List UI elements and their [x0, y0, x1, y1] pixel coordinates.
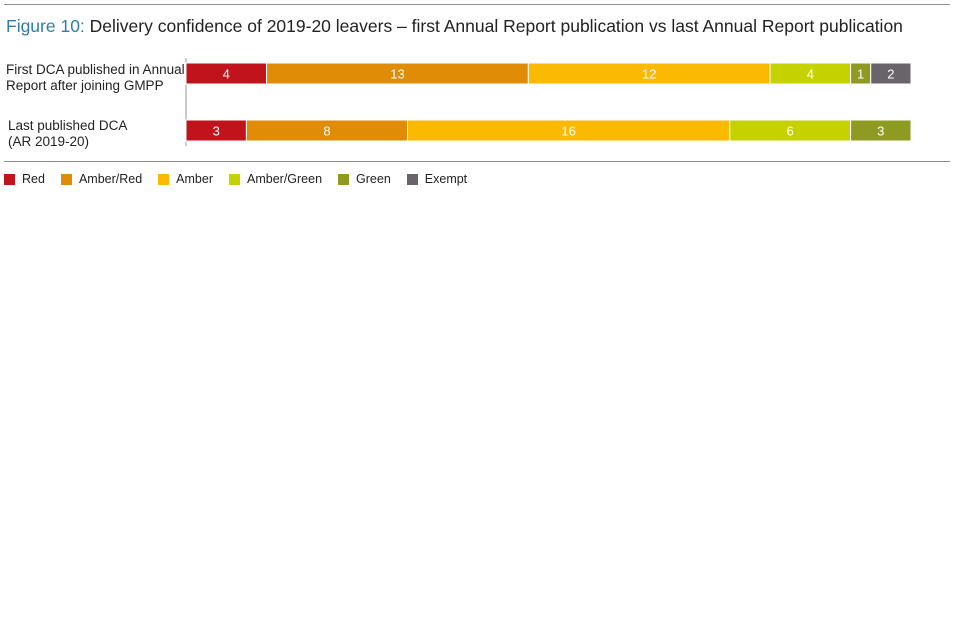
legend-item-amber-red: Amber/Red: [60, 172, 143, 186]
data-label-amber-red-row-2: 8: [323, 124, 330, 139]
top-rule: [4, 4, 950, 5]
legend-swatch-red: [4, 173, 15, 185]
data-label-amber-row-2: 16: [561, 124, 575, 139]
legend-item-green: Green: [338, 172, 391, 186]
row-label-last-line-2: (AR 2019-20): [8, 134, 90, 149]
legend-item-amber-green: Amber/Green: [229, 172, 322, 186]
figure-number: Figure 10:: [6, 16, 85, 36]
title-text: Delivery confidence of 2019-20 leavers –…: [84, 16, 903, 36]
chart-title: Figure 10: Delivery confidence of 2019-2…: [6, 16, 903, 37]
data-label-green-row-2: 3: [877, 124, 884, 139]
data-label-amber-green-row-1: 4: [807, 67, 814, 82]
legend-swatch-amber-red: [60, 173, 72, 185]
legend-swatch-amber: [158, 173, 170, 185]
row-label-first-line-1: First DCA published in Annual: [6, 62, 185, 77]
legend-label-amber: Amber: [176, 172, 213, 186]
bar-segment-exempt-row-1: [870, 62, 912, 85]
data-label-amber-green-row-2: 6: [787, 124, 794, 139]
stacked-bar-chart: 4 13 12 4 1 23 8 16 6 3: [185, 58, 912, 146]
legend: Red Amber/Red Amber Amber/Green Green Exempt: [4, 172, 483, 186]
bottom-rule: [4, 161, 950, 162]
legend-item-exempt: Exempt: [406, 172, 468, 186]
legend-label-green: Green: [356, 172, 391, 186]
data-label-amber-row-1: 12: [642, 67, 656, 82]
row-label-last: Last published DCA (AR 2019-20): [8, 118, 127, 150]
bar-segment-green-row-2: [850, 119, 912, 142]
legend-label-exempt: Exempt: [424, 172, 468, 186]
row-label-first-line-2: Report after joining GMPP: [6, 78, 164, 93]
legend-swatch-exempt: [406, 173, 418, 185]
legend-label-red: Red: [22, 172, 45, 186]
legend-label-amber-red: Amber/Red: [78, 172, 143, 186]
legend-item-red: Red: [4, 172, 45, 186]
row-label-first: First DCA published in Annual Report aft…: [6, 62, 185, 94]
legend-item-amber: Amber: [158, 172, 213, 186]
data-label-green-row-1: 1: [857, 67, 864, 82]
legend-label-amber-green: Amber/Green: [247, 172, 323, 186]
data-label-amber-red-row-1: 13: [390, 67, 404, 82]
data-label-exempt-row-1: 2: [887, 67, 894, 82]
row-label-last-line-1: Last published DCA: [8, 118, 128, 133]
legend-swatch-amber-green: [229, 173, 240, 185]
data-label-red-row-2: 3: [213, 124, 220, 139]
legend-swatch-green: [338, 173, 350, 185]
data-label-red-row-1: 4: [223, 67, 230, 82]
